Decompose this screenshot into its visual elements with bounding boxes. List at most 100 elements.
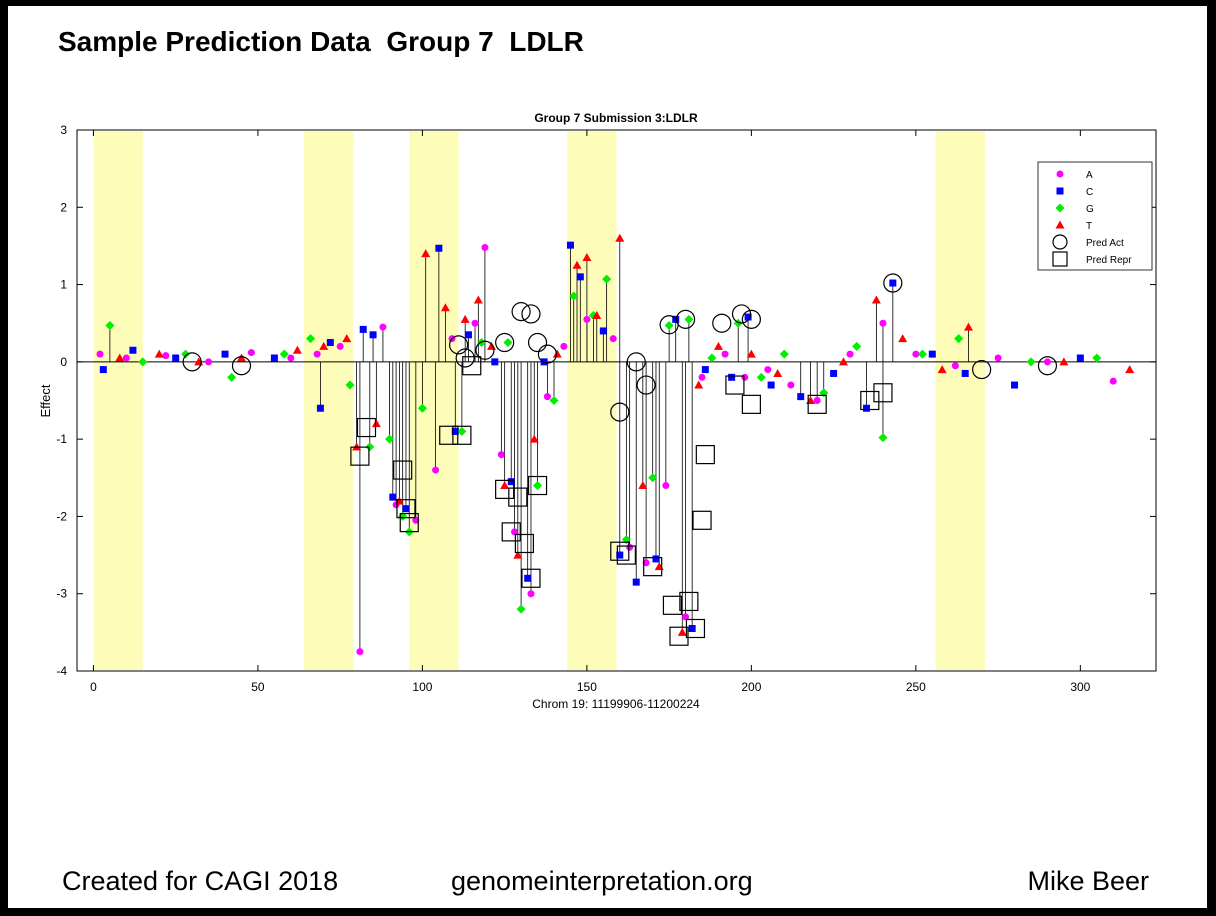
y-tick-label: -1 <box>56 432 67 446</box>
data-point-c <box>961 369 969 377</box>
legend-label: T <box>1086 221 1092 232</box>
data-point-a <box>471 319 479 327</box>
legend-label: Pred Repr <box>1086 255 1132 266</box>
data-point-c <box>797 393 805 401</box>
data-point-pred-act <box>448 335 469 355</box>
data-point-c <box>491 358 499 366</box>
data-point-pred-repr <box>508 487 528 507</box>
data-point-pred-repr <box>452 425 472 445</box>
data-point-c <box>99 366 107 374</box>
data-point-a <box>247 349 255 357</box>
data-point-pred-repr <box>521 568 541 588</box>
data-point-pred-act <box>527 332 548 353</box>
data-point-c <box>129 346 137 354</box>
data-point-pred-repr <box>741 394 761 414</box>
data-point-pred-act <box>455 348 475 368</box>
data-point-t <box>342 334 352 343</box>
data-point-a <box>481 243 489 251</box>
data-point-g <box>878 433 888 443</box>
data-point-g <box>477 338 487 348</box>
data-point-pred-repr <box>643 557 663 577</box>
x-ticks: 0 50 100 150 200 250 300 <box>90 130 1091 694</box>
y-tick-label: 2 <box>60 200 67 214</box>
data-point-a <box>379 323 387 331</box>
data-point-pred-act <box>511 302 531 322</box>
data-point-c <box>767 381 775 389</box>
y-tick-label: 1 <box>60 278 67 292</box>
data-point-c <box>830 369 838 377</box>
data-point-pred-act <box>883 273 903 293</box>
data-point-g <box>279 349 289 359</box>
data-point-pred-repr <box>350 446 370 466</box>
data-point-t <box>582 253 592 262</box>
data-point-pred-act <box>1037 356 1058 376</box>
y-tick-label: 3 <box>60 123 67 137</box>
slide-title: Sample Prediction Data Group 7 LDLR <box>58 26 584 57</box>
data-point-c <box>402 505 410 513</box>
data-point-pred-act <box>475 340 495 360</box>
data-point-c <box>359 325 367 333</box>
data-point-g <box>105 321 115 331</box>
data-point-pred-repr <box>662 595 683 615</box>
data-point-a <box>721 350 729 358</box>
data-point-a <box>122 354 130 362</box>
data-point-pred-repr <box>685 618 706 639</box>
data-point-t <box>773 368 783 377</box>
data-point-g <box>1026 357 1036 367</box>
data-point-pred-act <box>636 375 656 395</box>
data-point-c <box>451 427 459 435</box>
footer-author: Mike Beer <box>1027 866 1149 896</box>
data-point-t <box>963 322 973 331</box>
data-point-c <box>540 358 548 366</box>
data-point-c <box>389 493 397 501</box>
data-point-pred-repr <box>356 417 377 438</box>
legend-box <box>1037 161 1153 271</box>
data-point-a <box>511 528 519 536</box>
data-point-a <box>497 451 505 459</box>
footer-credit: Created for CAGI 2018 <box>62 866 339 896</box>
x-tick-label: 50 <box>251 680 265 694</box>
data-point-c <box>316 404 324 412</box>
data-point-t <box>838 357 848 366</box>
data-point-g <box>664 321 674 331</box>
data-point-a <box>626 543 634 551</box>
data-point-c <box>221 350 229 358</box>
data-point-g <box>648 473 658 483</box>
data-point-c <box>863 404 871 412</box>
data-point-c <box>632 578 640 586</box>
legend-marker-pred-repr <box>1052 251 1068 267</box>
y-tick-label: -2 <box>56 509 67 523</box>
data-point-t <box>572 260 582 269</box>
data-point-pred-act <box>495 332 515 353</box>
data-point-t <box>677 627 687 636</box>
data-point-pred-repr <box>616 545 636 565</box>
data-point-a <box>764 366 772 374</box>
y-ticks: -4 -3 -2 -1 0 1 2 3 <box>56 123 1156 678</box>
data-point-t <box>486 341 496 350</box>
axes-box <box>76 129 1157 672</box>
data-point-c <box>435 244 443 252</box>
data-point-g <box>707 353 717 363</box>
data-point-g <box>345 380 355 390</box>
data-point-c <box>566 241 574 249</box>
data-point-pred-repr <box>669 626 689 646</box>
data-point-pred-repr <box>501 522 521 542</box>
data-point-pred-repr <box>807 394 827 414</box>
data-point-g <box>569 291 579 301</box>
data-point-a <box>543 393 551 401</box>
data-point-g <box>138 357 148 367</box>
data-point-a <box>432 466 440 474</box>
data-point-c <box>576 273 584 281</box>
data-point-a <box>96 350 104 358</box>
y-tick-label: 0 <box>60 355 67 369</box>
x-axis-label: Chrom 19: 11199906-11200224 <box>532 697 700 711</box>
data-point-pred-repr <box>396 499 416 519</box>
data-point-pred-act <box>610 402 630 422</box>
data-point-a <box>412 516 420 524</box>
data-point-pred-repr <box>514 533 534 554</box>
data-point-pred-act <box>521 304 541 324</box>
data-point-t <box>440 303 450 312</box>
highlight-band-4 <box>567 131 617 670</box>
data-point-t <box>236 353 246 362</box>
